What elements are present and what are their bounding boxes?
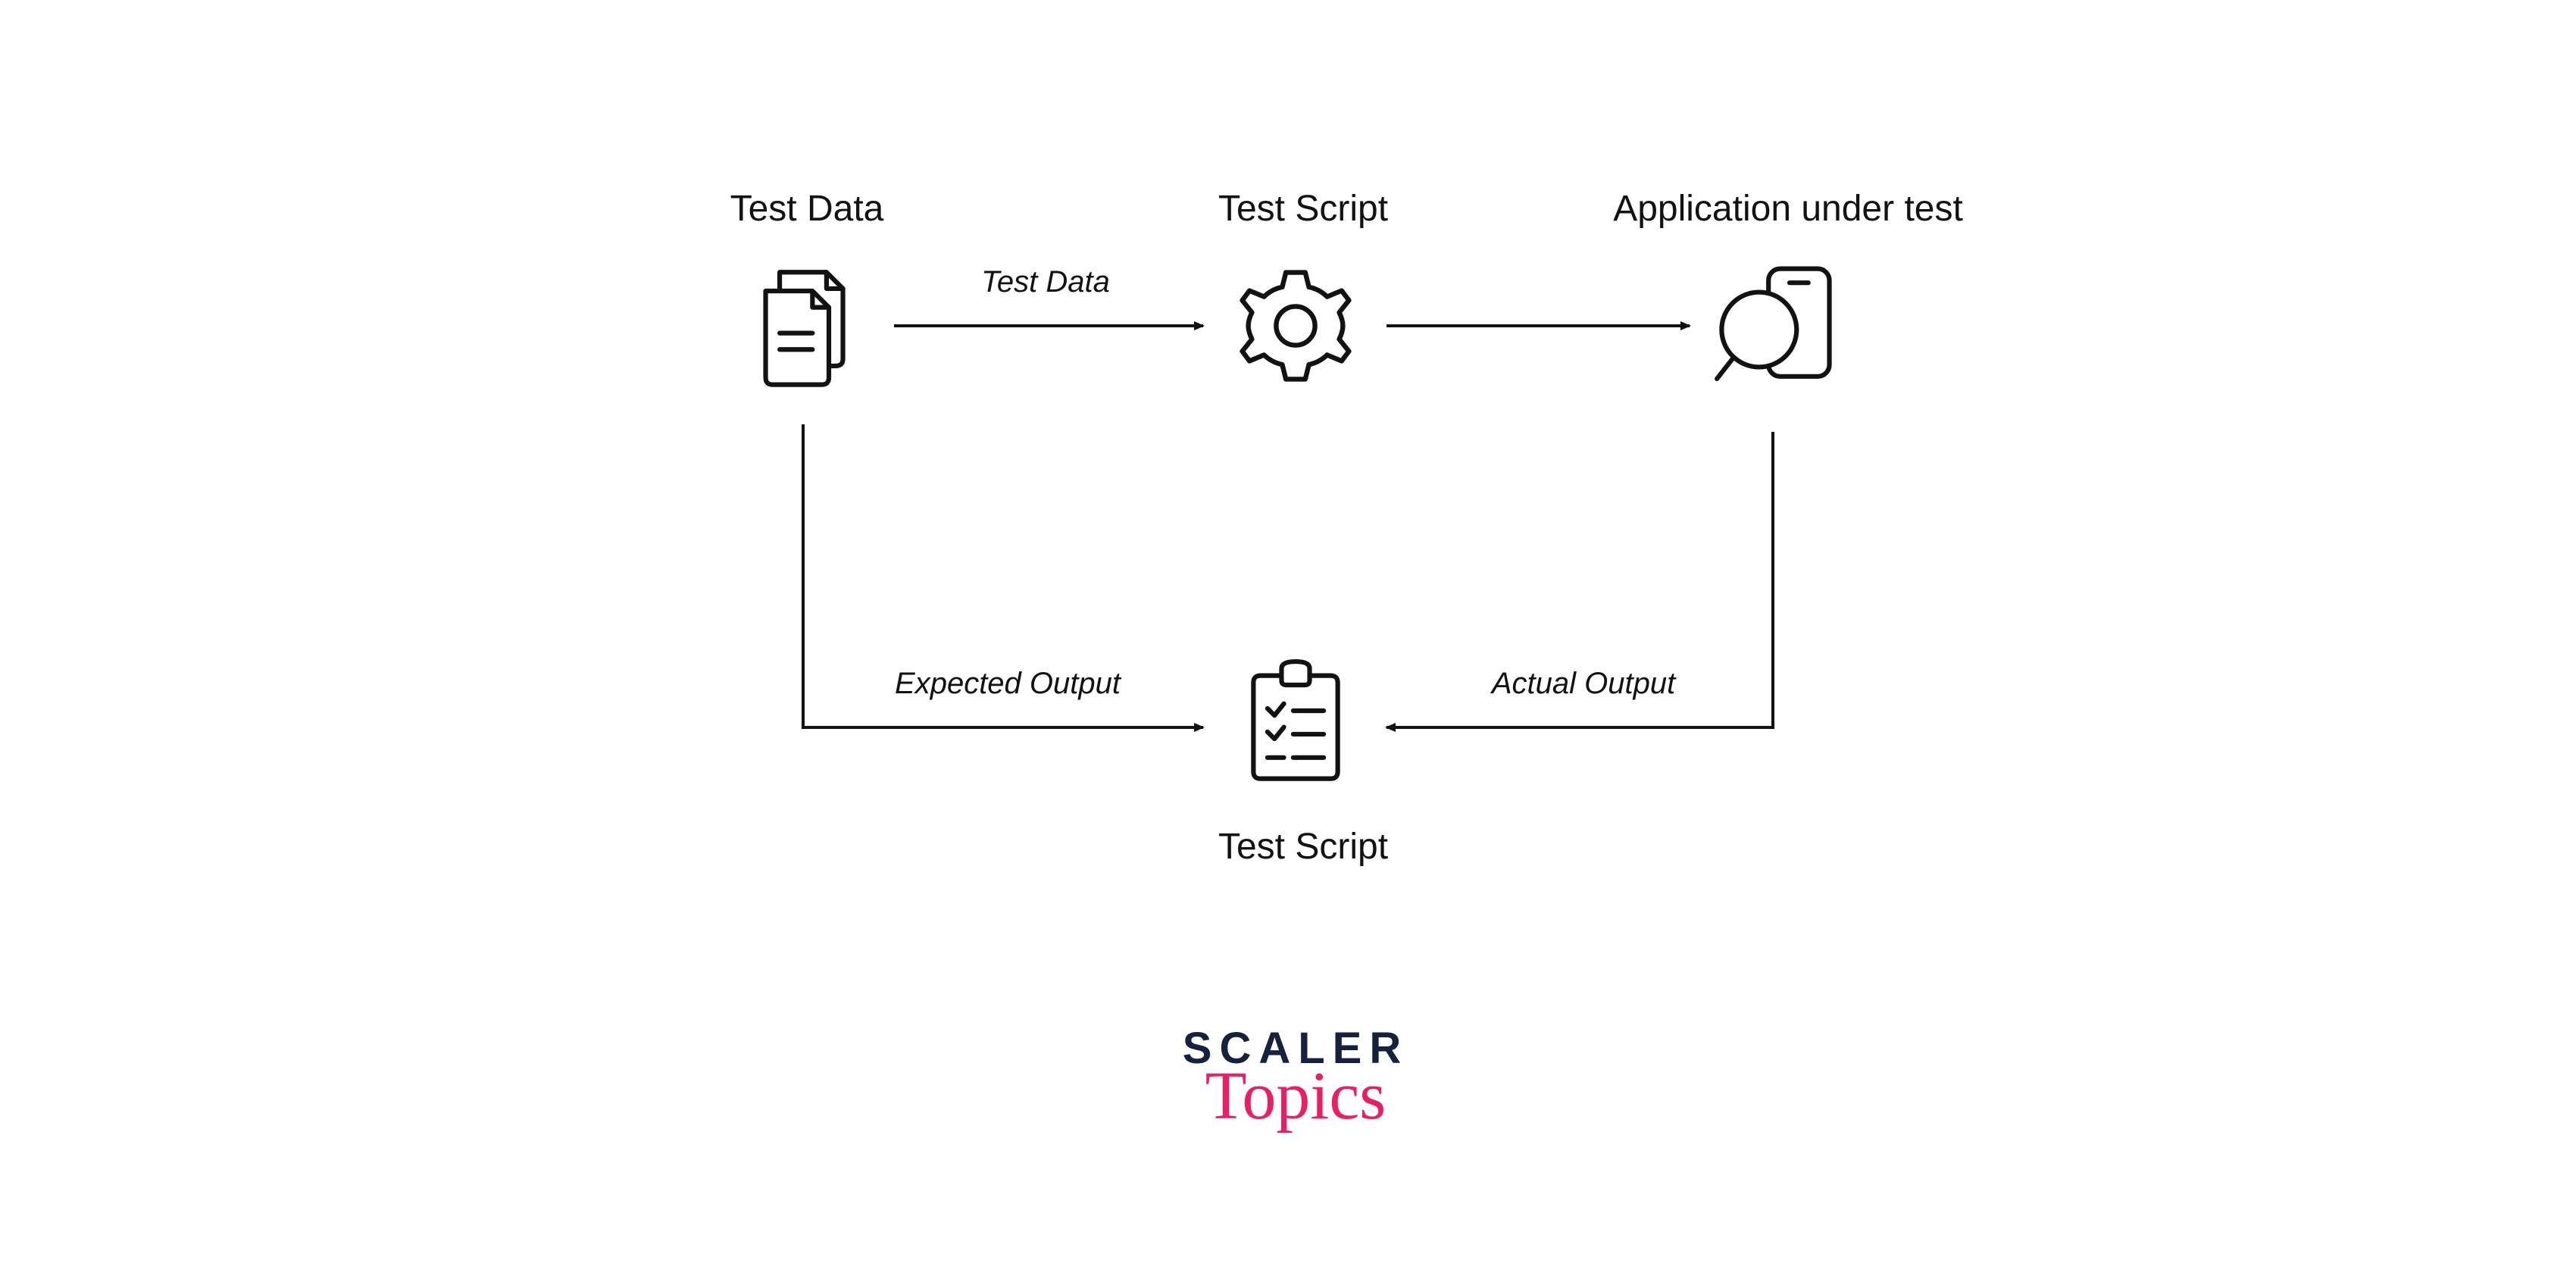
documents-icon [742, 265, 864, 394]
node-label-test-script-bottom: Test Script [1197, 826, 1409, 868]
gear-icon [1235, 265, 1356, 386]
node-label-app-under-test: Application under test [1576, 188, 2000, 230]
edge-label-actual-output: Actual Output [1470, 667, 1697, 701]
node-label-test-data: Test Data [701, 188, 913, 230]
diagram-canvas: { "diagram": { "type": "flowchart", "bac… [0, 0, 2576, 1276]
edge-label-test-data: Test Data [962, 265, 1129, 299]
search-phone-icon [1712, 258, 1841, 402]
edge-label-expected-output: Expected Output [879, 667, 1136, 701]
checklist-icon [1235, 659, 1356, 788]
brand-logo: SCALER Topics [1152, 1023, 1440, 1135]
node-label-test-script-top: Test Script [1197, 188, 1409, 230]
